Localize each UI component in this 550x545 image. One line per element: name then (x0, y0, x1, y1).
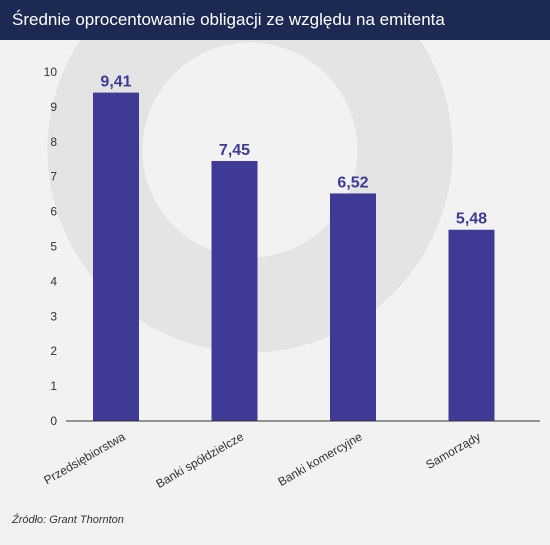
y-tick-label: 1 (50, 379, 57, 393)
x-tick-label: Przedsiębiorstwa (41, 429, 127, 487)
bar (211, 160, 258, 421)
y-tick-label: 7 (50, 170, 57, 184)
y-tick-label: 2 (50, 344, 57, 358)
source-note: Źródło: Grant Thornton (12, 514, 124, 526)
y-tick-label: 5 (50, 240, 57, 254)
x-tick-label: Banki komercyjne (275, 429, 364, 489)
y-tick-label: 10 (44, 65, 58, 79)
chart-area: 0 1 2 3 4 5 6 7 8 9 10 9,41 Przedsiębiorstwa 7,45 Ban… (0, 40, 550, 510)
bar-value-label: 5,48 (456, 211, 487, 228)
y-tick-label: 9 (50, 100, 57, 114)
y-tick-label: 3 (50, 309, 57, 323)
bar-value-label: 6,52 (337, 174, 368, 191)
x-tick-label: Samorządy (423, 429, 483, 471)
bars-group (93, 92, 495, 421)
y-tick-label: 8 (50, 135, 57, 149)
chart-header: Średnie oprocentowanie obligacji ze wzgl… (0, 0, 550, 40)
x-tick-label: Banki spółdzielcze (154, 429, 247, 491)
bar-value-label: 7,45 (219, 142, 250, 159)
y-tick-label: 4 (50, 274, 57, 288)
chart-title: Średnie oprocentowanie obligacji ze wzgl… (12, 10, 445, 29)
y-tick-label: 6 (50, 205, 57, 219)
y-tick-label: 0 (50, 414, 57, 428)
bar (93, 92, 139, 421)
bar-chart: 0 1 2 3 4 5 6 7 8 9 10 9,41 Przedsiębiorstwa 7,45 Ban… (41, 40, 540, 491)
axis-group: 0 1 2 3 4 5 6 7 8 9 10 (44, 65, 540, 428)
bar (448, 229, 495, 421)
bar-value-label: 9,41 (100, 74, 131, 91)
bar (330, 193, 376, 421)
